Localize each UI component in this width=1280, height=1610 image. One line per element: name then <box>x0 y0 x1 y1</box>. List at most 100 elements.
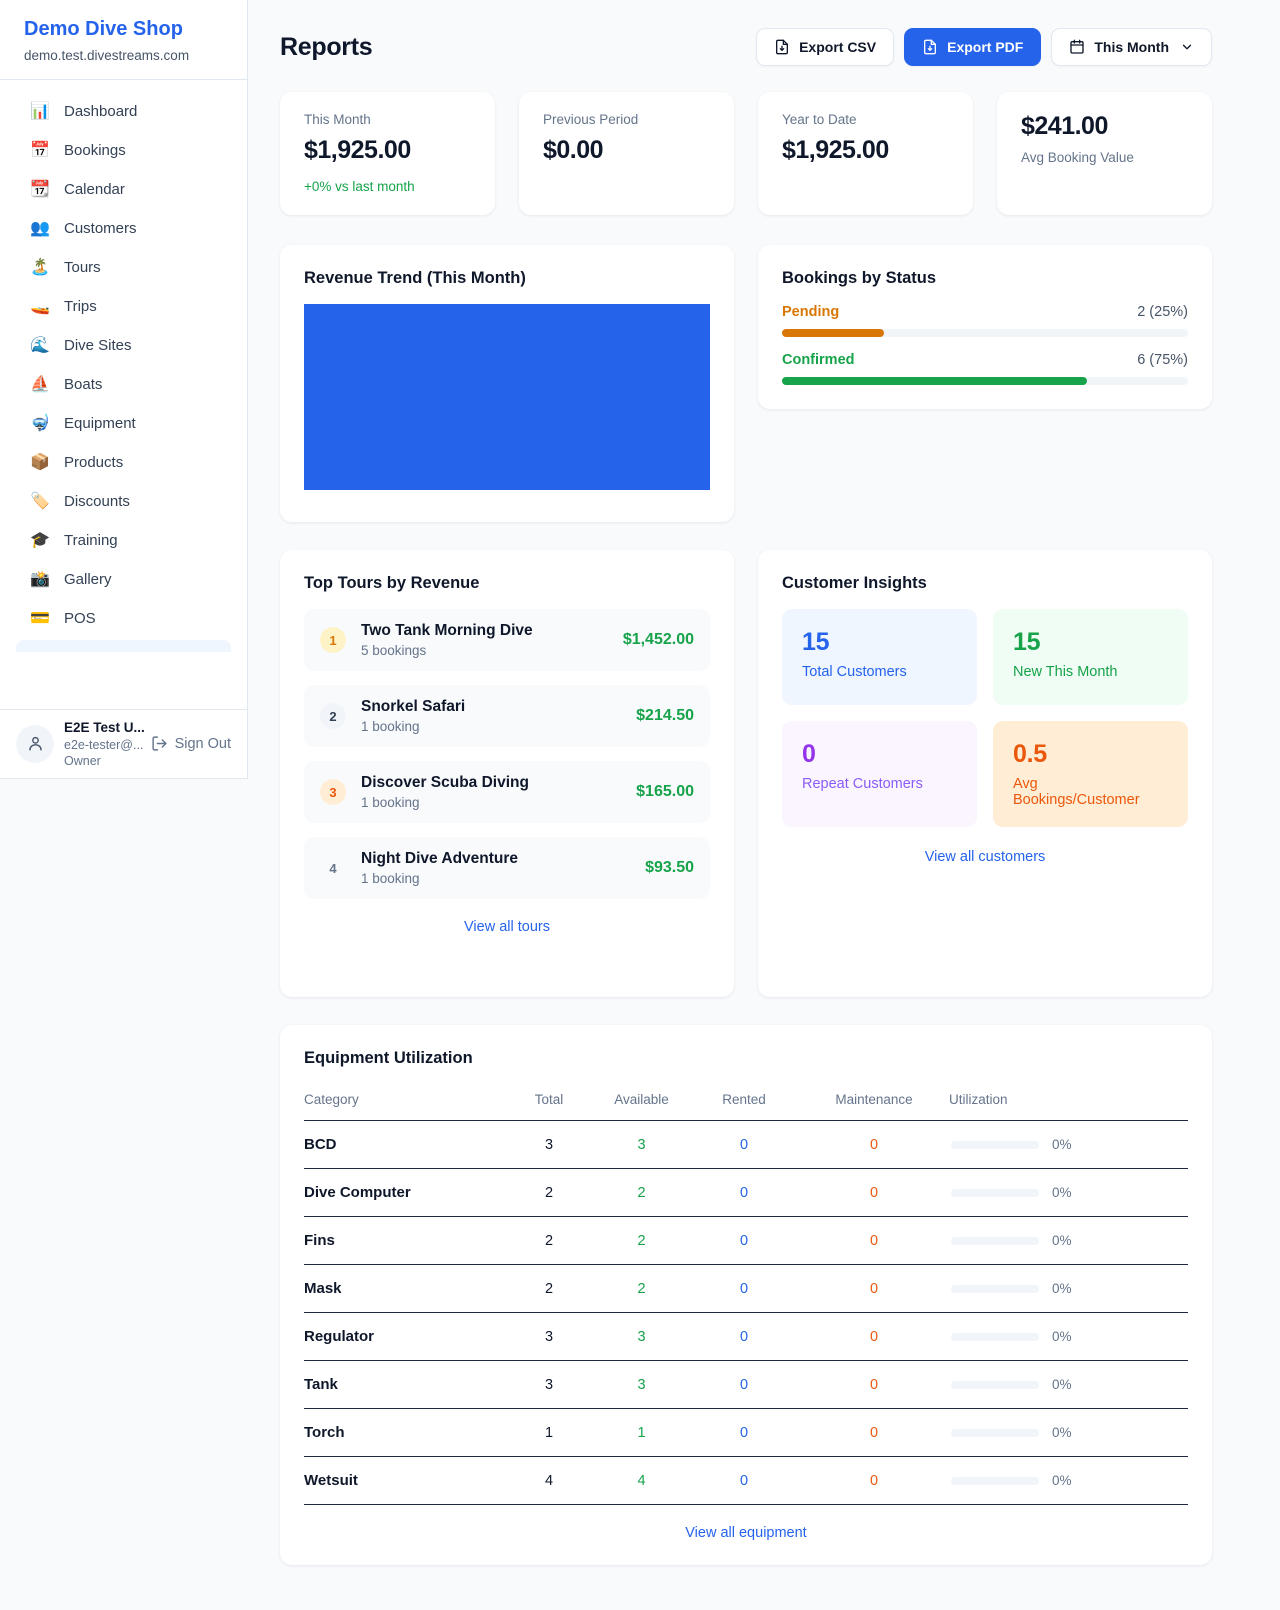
cell-rented: 0 <box>739 1232 749 1249</box>
card-title: Bookings by Status <box>782 269 937 287</box>
sidebar-item-label: Products <box>64 454 124 471</box>
sidebar-item-boats[interactable]: ⛵ Boats <box>16 367 231 402</box>
tile-value: 0.5 <box>1013 740 1047 768</box>
view-all-customers-link[interactable]: View all customers <box>924 849 1046 865</box>
view-all-equipment-link[interactable]: View all equipment <box>685 1525 807 1541</box>
cell-available: 3 <box>637 1136 646 1153</box>
cell-total: 3 <box>544 1376 554 1393</box>
logout-icon <box>151 735 168 752</box>
card-title: Top Tours by Revenue <box>304 574 480 592</box>
sidebar-item-calendar[interactable]: 📆 Calendar <box>16 172 231 207</box>
table-row: BCD 3 3 0 0 0% <box>304 1121 1188 1169</box>
calendar-icon <box>1069 39 1085 55</box>
sidebar-item-discounts[interactable]: 🏷️ Discounts <box>16 484 231 519</box>
cell-category: Dive Computer <box>304 1184 411 1201</box>
tour-revenue: $165.00 <box>636 783 694 800</box>
sidebar-header: Demo Dive Shop demo.test.divestreams.com <box>0 0 247 80</box>
view-all-tours-link[interactable]: View all tours <box>464 919 550 935</box>
tile-avg-bookings-customer: 0.5 Avg Bookings/Customer <box>993 721 1188 827</box>
cell-rented: 0 <box>739 1136 749 1153</box>
sidebar-item-label: Dashboard <box>64 103 138 120</box>
speedboat-icon: 🚤 <box>30 297 50 315</box>
sidebar-item-equipment[interactable]: 🤿 Equipment <box>16 406 231 441</box>
user-info: E2E Test U... e2e-tester@... Owner <box>64 719 145 769</box>
sidebar-item-customers[interactable]: 👥 Customers <box>16 211 231 246</box>
utilization-bar <box>951 1284 1039 1293</box>
cell-utilization: 0% <box>1052 1137 1072 1152</box>
graduation-cap-icon: 🎓 <box>30 531 50 549</box>
sidebar-item-pos[interactable]: 💳 POS <box>16 601 231 636</box>
sidebar-item-dashboard[interactable]: 📊 Dashboard <box>16 94 231 129</box>
period-dropdown[interactable]: This Month <box>1051 28 1212 66</box>
sidebar-item-gallery[interactable]: 📸 Gallery <box>16 562 231 597</box>
cell-category: BCD <box>304 1136 337 1153</box>
cell-total: 4 <box>544 1472 554 1489</box>
table-row: Fins 2 2 0 0 0% <box>304 1217 1188 1265</box>
cell-maintenance: 0 <box>869 1136 879 1153</box>
tour-bookings: 1 booking <box>361 795 420 810</box>
utilization-bar <box>951 1236 1039 1245</box>
tour-list-item: 4 Night Dive Adventure 1 booking $93.50 <box>304 837 710 899</box>
cell-maintenance: 0 <box>869 1184 879 1201</box>
cell-total: 3 <box>544 1136 554 1153</box>
stat-label: This Month <box>304 112 371 127</box>
tour-bookings: 1 booking <box>361 719 420 734</box>
tile-label: Total Customers <box>802 664 907 680</box>
rank-badge: 1 <box>320 627 346 653</box>
table-header: Category Total Available Rented Maintena… <box>304 1084 1188 1121</box>
sidebar-item-label: Equipment <box>64 415 136 432</box>
sidebar-item-trips[interactable]: 🚤 Trips <box>16 289 231 324</box>
table-row: Tank 3 3 0 0 0% <box>304 1361 1188 1409</box>
table-row: Dive Computer 2 2 0 0 0% <box>304 1169 1188 1217</box>
main-content: Reports Export CSV E <box>248 0 1280 1595</box>
table-row: Mask 2 2 0 0 0% <box>304 1265 1188 1313</box>
sidebar-item-selected-partial[interactable] <box>16 640 231 652</box>
progress-fill-confirmed <box>782 377 1087 385</box>
cell-total: 2 <box>544 1184 554 1201</box>
tour-revenue: $214.50 <box>636 707 694 724</box>
cell-rented: 0 <box>739 1472 749 1489</box>
user-role: Owner <box>64 753 101 768</box>
tag-icon: 🏷️ <box>30 492 50 510</box>
rank-badge: 2 <box>320 703 346 729</box>
tour-name: Discover Scuba Diving <box>361 774 529 791</box>
cell-available: 4 <box>637 1472 646 1489</box>
export-pdf-label: Export PDF <box>947 39 1024 55</box>
shop-domain: demo.test.divestreams.com <box>24 48 190 63</box>
insights-row: Top Tours by Revenue 1 Two Tank Morning … <box>280 550 1212 997</box>
tile-value: 15 <box>1013 628 1041 656</box>
stat-label: Avg Booking Value <box>1021 150 1134 165</box>
tour-bookings: 1 booking <box>361 871 420 886</box>
cell-total: 3 <box>544 1328 554 1345</box>
tour-list-item: 1 Two Tank Morning Dive 5 bookings $1,45… <box>304 609 710 671</box>
sidebar-item-bookings[interactable]: 📅 Bookings <box>16 133 231 168</box>
tour-revenue: $1,452.00 <box>622 631 694 648</box>
file-download-icon <box>774 39 790 55</box>
sidebar-item-tours[interactable]: 🏝️ Tours <box>16 250 231 285</box>
cell-category: Fins <box>304 1232 335 1249</box>
sign-out-button[interactable]: Sign Out <box>151 735 231 752</box>
cell-available: 2 <box>637 1280 646 1297</box>
diving-mask-icon: 🤿 <box>30 414 50 432</box>
stat-value: $241.00 <box>1021 112 1108 140</box>
customer-insights-card: Customer Insights 15 Total Customers 15 … <box>758 550 1212 997</box>
cell-maintenance: 0 <box>869 1328 879 1345</box>
shop-name: Demo Dive Shop <box>24 18 183 40</box>
page-title: Reports <box>280 32 373 61</box>
stats-row: This Month $1,925.00 +0% vs last month P… <box>280 92 1212 215</box>
sidebar-item-products[interactable]: 📦 Products <box>16 445 231 480</box>
sidebar-item-training[interactable]: 🎓 Training <box>16 523 231 558</box>
column-header-maintenance: Maintenance <box>835 1092 913 1107</box>
stat-value: $0.00 <box>543 136 604 164</box>
sidebar-item-label: Calendar <box>64 181 125 198</box>
sidebar-item-dive-sites[interactable]: 🌊 Dive Sites <box>16 328 231 363</box>
tour-name: Night Dive Adventure <box>361 850 519 867</box>
cell-rented: 0 <box>739 1424 749 1441</box>
export-pdf-button[interactable]: Export PDF <box>904 28 1042 66</box>
tile-value: 15 <box>802 628 830 656</box>
rank-badge: 4 <box>329 860 337 876</box>
export-csv-button[interactable]: Export CSV <box>756 28 895 66</box>
cell-utilization: 0% <box>1052 1185 1072 1200</box>
table-row: Wetsuit 4 4 0 0 0% <box>304 1457 1188 1505</box>
column-header-utilization: Utilization <box>949 1092 1008 1107</box>
